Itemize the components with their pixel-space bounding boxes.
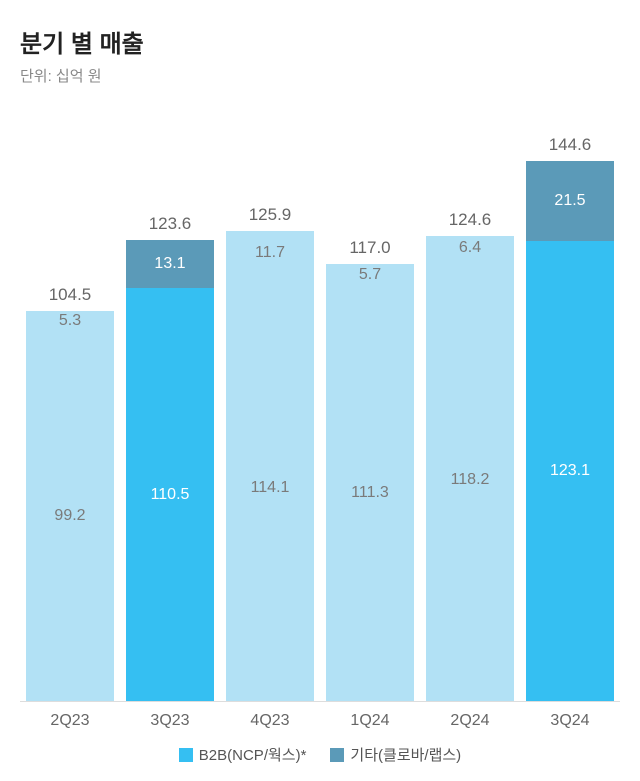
legend-item-b2b: B2B(NCP/웍스)* <box>179 744 307 765</box>
total-label: 124.6 <box>426 210 514 230</box>
bar-segment-other: 13.1 <box>126 240 214 289</box>
legend-label-b2b: B2B(NCP/웍스)* <box>199 744 307 765</box>
bar-segment-other: 6.4 <box>426 236 514 260</box>
legend: B2B(NCP/웍스)* 기타(클로바/랩스) <box>20 744 620 765</box>
total-label: 123.6 <box>126 214 214 234</box>
x-tick: 2Q24 <box>426 712 514 730</box>
total-label: 117.0 <box>326 238 414 258</box>
legend-swatch-other <box>330 748 344 762</box>
bar-group: 125.9 11.7114.1 <box>226 205 314 701</box>
bar-segment-other: 21.5 <box>526 161 614 241</box>
bar-group: 123.6 13.1110.5 <box>126 214 214 701</box>
bar-segment-b2b: 123.1 <box>526 241 614 701</box>
total-label: 104.5 <box>26 285 114 305</box>
total-label: 125.9 <box>226 205 314 225</box>
plot-area: 104.5 5.399.2 123.6 13.1110.5 125.9 11.7114.1… <box>20 110 620 702</box>
x-tick: 3Q24 <box>526 712 614 730</box>
bar-segment-other: 5.3 <box>26 311 114 331</box>
bar-segment-b2b: 118.2 <box>426 260 514 701</box>
x-tick: 1Q24 <box>326 712 414 730</box>
legend-swatch-b2b <box>179 748 193 762</box>
bar-group: 117.0 5.7111.3 <box>326 238 414 701</box>
bar-group: 124.6 6.4118.2 <box>426 210 514 701</box>
legend-label-other: 기타(클로바/랩스) <box>350 744 461 765</box>
quarterly-revenue-chart: 분기 별 매출 단위: 십억 원 104.55.399.2123.613.111… <box>20 24 620 765</box>
bar-segment-other: 5.7 <box>326 264 414 285</box>
bar-group: 104.5 5.399.2 <box>26 285 114 701</box>
bar-segment-other: 11.7 <box>226 231 314 275</box>
bar-group: 144.6 21.5123.1 <box>526 135 614 701</box>
total-label: 144.6 <box>526 135 614 155</box>
x-tick: 3Q23 <box>126 712 214 730</box>
x-tick: 2Q23 <box>26 712 114 730</box>
bar-segment-b2b: 114.1 <box>226 275 314 701</box>
bar-segment-b2b: 110.5 <box>126 288 214 701</box>
bar-segment-b2b: 99.2 <box>26 331 114 701</box>
bar-segment-b2b: 111.3 <box>326 285 414 701</box>
x-axis: 2Q23 3Q23 4Q23 1Q24 2Q24 3Q24 <box>20 702 620 730</box>
chart-subtitle: 단위: 십억 원 <box>20 65 620 86</box>
x-tick: 4Q23 <box>226 712 314 730</box>
legend-item-other: 기타(클로바/랩스) <box>330 744 461 765</box>
chart-title: 분기 별 매출 <box>20 24 620 59</box>
